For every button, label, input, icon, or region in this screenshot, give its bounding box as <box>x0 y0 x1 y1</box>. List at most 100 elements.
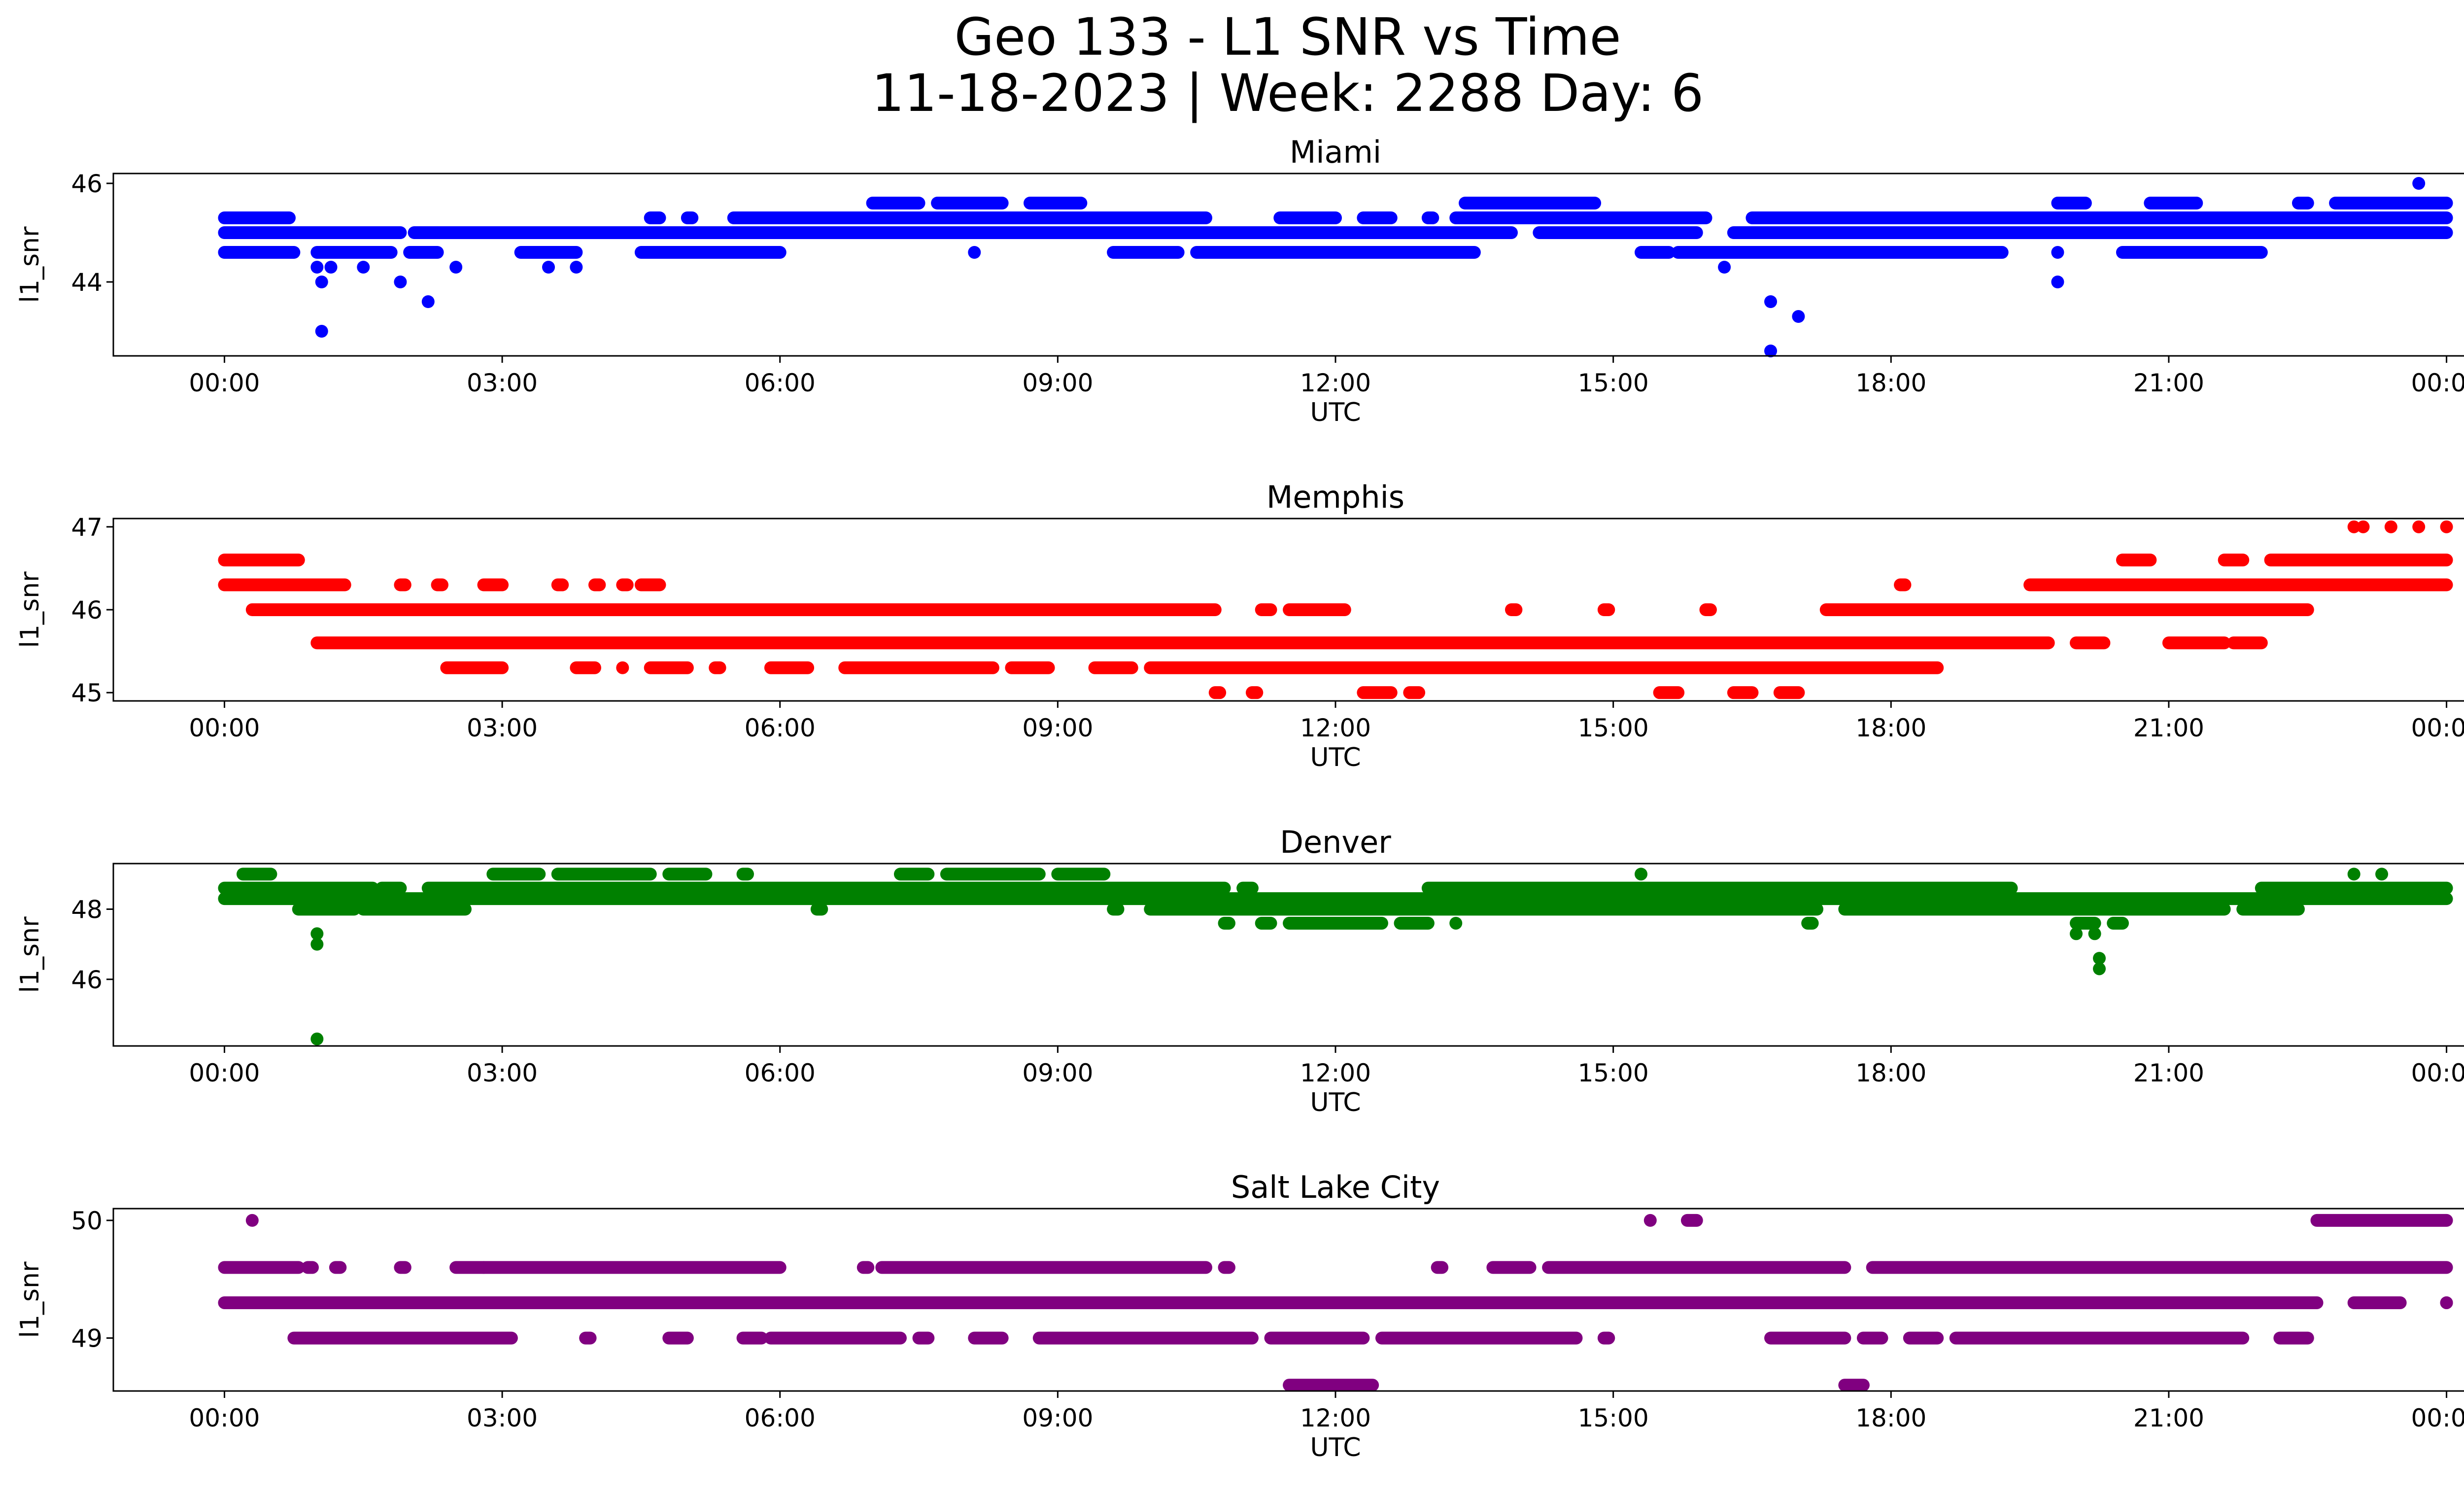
data-point <box>1764 345 1778 357</box>
x-axis-label: UTC <box>1310 1088 1361 1117</box>
data-point <box>2375 868 2389 881</box>
y-tick-label: 45 <box>71 679 103 707</box>
x-tick-label: 00:00 <box>189 369 260 397</box>
x-axis-label: UTC <box>1310 398 1361 427</box>
data-point <box>570 261 583 274</box>
data-point <box>315 325 328 338</box>
x-tick-label: 12:00 <box>1300 369 1371 397</box>
x-tick-label: 06:00 <box>745 1059 816 1087</box>
data-point <box>2440 520 2453 533</box>
x-tick-label: 15:00 <box>1578 714 1649 742</box>
data-point <box>2347 520 2361 533</box>
data-point <box>2347 868 2361 881</box>
subplot-title: Memphis <box>1266 479 1404 515</box>
data-point <box>1792 310 1805 323</box>
data-point <box>394 276 407 288</box>
figure-title: Geo 133 - L1 SNR vs Time 11-18-2023 | We… <box>0 9 2464 121</box>
x-tick-label: 03:00 <box>467 1059 538 1087</box>
data-point <box>324 261 338 274</box>
y-axis-label: l1_snr <box>15 916 45 993</box>
subplot-title: Miami <box>1290 134 1381 170</box>
x-tick-label: 03:00 <box>467 369 538 397</box>
data-point <box>310 938 324 951</box>
x-tick-label: 00:00 <box>189 1404 260 1432</box>
data-point <box>310 261 324 274</box>
data-point <box>310 927 324 940</box>
scatter-series <box>218 1214 2453 1392</box>
x-tick-label: 00:00 <box>2411 714 2464 742</box>
x-tick-label: 06:00 <box>745 369 816 397</box>
data-point <box>542 261 555 274</box>
x-tick-label: 12:00 <box>1300 1059 1371 1087</box>
x-tick-label: 12:00 <box>1300 714 1371 742</box>
data-point <box>2357 520 2370 533</box>
x-tick-label: 21:00 <box>2133 1404 2204 1432</box>
data-point <box>2051 276 2064 288</box>
data-point <box>2088 927 2101 940</box>
x-tick-label: 21:00 <box>2133 1059 2204 1087</box>
y-tick-label: 44 <box>71 268 103 297</box>
y-tick-label: 46 <box>71 966 103 994</box>
data-point <box>1643 1214 1657 1227</box>
scatter-series <box>218 868 2453 1045</box>
subplot-miami: Miami 00:00 03:00 06:00 09:00 12:00 15:00 18:00… <box>15 134 2464 427</box>
x-tick-label: 18:00 <box>1855 369 1926 397</box>
x-tick-label: 00:00 <box>189 1059 260 1087</box>
figure-title-line2: 11-18-2023 | Week: 2288 Day: 6 <box>871 63 1704 123</box>
data-point <box>2093 962 2106 975</box>
x-tick-label: 15:00 <box>1578 1059 1649 1087</box>
y-tick-label: 48 <box>71 896 103 924</box>
data-point <box>449 261 463 274</box>
data-point <box>2320 226 2333 239</box>
y-tick-label: 47 <box>71 513 103 542</box>
x-tick-label: 06:00 <box>745 1404 816 1432</box>
scatter-series <box>218 520 2453 699</box>
data-point <box>616 661 629 674</box>
y-tick-label: 46 <box>71 170 103 198</box>
data-point <box>245 1214 259 1227</box>
data-point <box>1635 868 1647 881</box>
data-point <box>357 261 370 274</box>
x-tick-label: 15:00 <box>1578 369 1649 397</box>
y-tick-label: 50 <box>71 1207 103 1235</box>
x-axis-label: UTC <box>1310 1433 1361 1462</box>
subplot-denver: Denver 00:00 03:00 06:00 09:00 12:00 15:00 18:0… <box>15 824 2464 1117</box>
x-tick-label: 15:00 <box>1578 1404 1649 1432</box>
x-tick-label: 21:00 <box>2133 714 2204 742</box>
data-point <box>2093 952 2106 965</box>
x-tick-label: 18:00 <box>1855 1404 1926 1432</box>
data-point <box>2412 520 2426 533</box>
y-tick-label: 49 <box>71 1324 103 1353</box>
y-axis-label: l1_snr <box>15 1261 45 1338</box>
data-point <box>421 295 435 308</box>
data-point <box>968 246 981 259</box>
data-point <box>2412 177 2426 190</box>
data-point <box>2440 1296 2453 1309</box>
x-tick-label: 00:00 <box>2411 1404 2464 1432</box>
y-axis-label: l1_snr <box>15 571 45 648</box>
x-tick-label: 00:00 <box>2411 369 2464 397</box>
subplot-memphis: Memphis 00:00 03:00 06:00 09:00 12:00 15:00 18:… <box>15 479 2464 772</box>
x-tick-label: 18:00 <box>1855 1059 1926 1087</box>
x-tick-label: 21:00 <box>2133 369 2204 397</box>
x-tick-label: 18:00 <box>1855 714 1926 742</box>
x-tick-label: 09:00 <box>1022 369 1093 397</box>
x-tick-label: 09:00 <box>1022 714 1093 742</box>
x-tick-label: 00:00 <box>2411 1059 2464 1087</box>
x-tick-label: 06:00 <box>745 714 816 742</box>
x-tick-label: 09:00 <box>1022 1404 1093 1432</box>
data-point <box>1718 261 1731 274</box>
x-axis-label: UTC <box>1310 743 1361 772</box>
data-point <box>310 1032 324 1045</box>
data-point <box>2384 520 2397 533</box>
data-point <box>1764 295 1778 308</box>
data-point <box>2051 246 2064 259</box>
subplot-salt-lake-city: Salt Lake City 00:00 03:00 06:00 09:00 12:00 1… <box>15 1169 2464 1462</box>
y-tick-label: 46 <box>71 596 103 625</box>
figure-title-line1: Geo 133 - L1 SNR vs Time <box>954 7 1621 67</box>
x-tick-label: 00:00 <box>189 714 260 742</box>
scatter-series <box>218 177 2453 357</box>
subplot-title: Salt Lake City <box>1231 1169 1440 1205</box>
x-tick-label: 12:00 <box>1300 1404 1371 1432</box>
